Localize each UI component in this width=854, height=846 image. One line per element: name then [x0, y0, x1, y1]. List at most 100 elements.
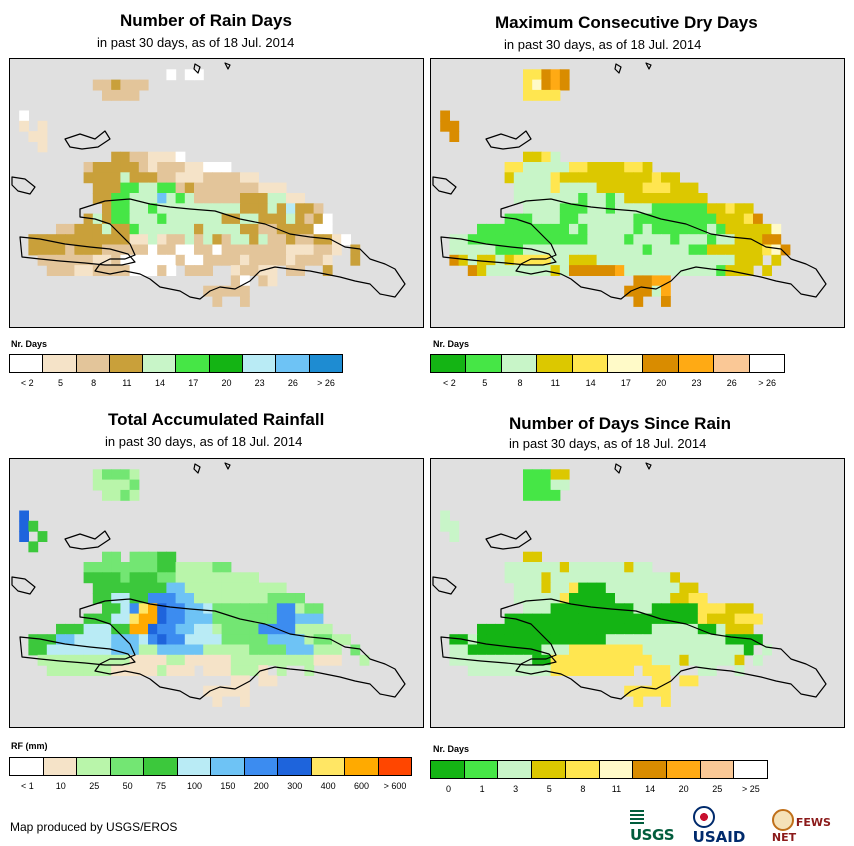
grid-cell: [129, 613, 140, 625]
grid-cell: [661, 182, 671, 194]
grid-cell: [175, 213, 186, 225]
grid-cell: [596, 244, 607, 256]
grid-cell: [449, 634, 460, 646]
grid-cell: [513, 562, 524, 573]
grid-cell: [624, 234, 634, 246]
grid-cell: [734, 603, 745, 615]
grid-cell: [157, 562, 167, 573]
grid-cell: [661, 254, 671, 266]
grid-cell: [651, 285, 662, 297]
grid-cell: [249, 603, 259, 615]
grid-cell: [661, 285, 671, 297]
grid-cell: [37, 654, 48, 666]
grid-cell: [175, 223, 186, 235]
grid-cell: [513, 234, 524, 246]
grid-cell: [120, 654, 131, 666]
grid-cell: [569, 254, 579, 266]
grid-cell: [541, 193, 552, 204]
grid-cell: [120, 623, 131, 635]
grid-cell: [19, 510, 29, 522]
grid-cell: [753, 244, 763, 256]
grid-cell: [605, 162, 616, 173]
grid-cell: [138, 634, 149, 646]
grid-cell: [102, 634, 112, 646]
grid-cell: [716, 623, 726, 635]
legend-swatch: [244, 758, 278, 775]
grid-cell: [513, 582, 524, 594]
legend-tick-label: 23: [254, 378, 265, 388]
grid-cell: [138, 244, 149, 256]
coastline: [432, 176, 457, 195]
grid-cell: [734, 254, 745, 266]
grid-cell: [267, 203, 278, 215]
grid-cell: [322, 213, 333, 225]
grid-cell: [92, 562, 103, 573]
coastline: [79, 198, 406, 300]
grid-cell: [661, 172, 671, 184]
grid-cell: [295, 634, 305, 646]
legend-swatch: [572, 355, 609, 372]
grid-cell: [194, 203, 204, 215]
legend-tick-label: 17: [620, 378, 631, 388]
grid-cell: [249, 182, 259, 194]
grid-cell: [83, 162, 94, 173]
grid-cell: [184, 623, 195, 635]
grid-cell: [138, 162, 149, 173]
grid-cell: [651, 623, 662, 635]
grid-cell: [258, 634, 269, 646]
grid-cell: [541, 172, 552, 184]
grid-cell: [83, 172, 94, 184]
grid-cell: [102, 172, 112, 184]
grid-cell: [467, 634, 478, 646]
grid-cell: [92, 213, 103, 225]
grid-cell: [148, 582, 158, 594]
grid-cell: [642, 623, 653, 635]
grid-cell: [129, 593, 140, 604]
grid-cell: [615, 644, 625, 656]
grid-cell: [157, 572, 167, 584]
grid-cell: [212, 254, 223, 266]
grid-cell: [504, 213, 515, 225]
coastline: [614, 463, 622, 474]
grid-cell: [46, 244, 57, 256]
grid-cell: [267, 654, 278, 666]
coastline: [485, 130, 532, 150]
grid-cell: [587, 213, 598, 225]
grid-cell: [313, 234, 324, 246]
grid-cell: [184, 562, 195, 573]
grid-cell: [771, 223, 782, 235]
grid-cell: [286, 223, 296, 235]
grid-cell: [697, 234, 708, 246]
grid-cell: [569, 665, 579, 676]
grid-cell: [679, 182, 690, 194]
grid-cell: [111, 572, 121, 584]
grid-cell: [276, 213, 287, 225]
grid-cell: [221, 182, 232, 194]
grid-cell: [504, 654, 515, 666]
grid-cell: [322, 634, 333, 646]
grid-cell: [578, 234, 588, 246]
grid-cell: [295, 603, 305, 615]
grid-cell: [633, 623, 644, 635]
legend-tick-label: 14: [645, 784, 656, 794]
legend-tick-label: 11: [611, 784, 622, 794]
grid-cell: [304, 244, 315, 256]
grid-cell: [65, 654, 75, 666]
grid-cell: [56, 223, 66, 235]
grid-cell: [532, 203, 542, 215]
grid-cell: [240, 234, 250, 246]
grid-cell: [166, 203, 177, 215]
grid-cell: [203, 644, 213, 656]
grid-cell: [313, 223, 324, 235]
grid-cell: [258, 234, 269, 246]
legend-swatch: [278, 758, 312, 775]
grid-cell: [92, 223, 103, 235]
grid-cell: [734, 244, 745, 256]
grid-cell: [19, 520, 29, 532]
grid-cell: [486, 665, 496, 676]
grid-cell: [184, 182, 195, 194]
grid-cell: [267, 213, 278, 225]
grid-cell: [157, 644, 167, 656]
grid-cell: [111, 613, 121, 625]
legend-swatch: [714, 355, 750, 372]
